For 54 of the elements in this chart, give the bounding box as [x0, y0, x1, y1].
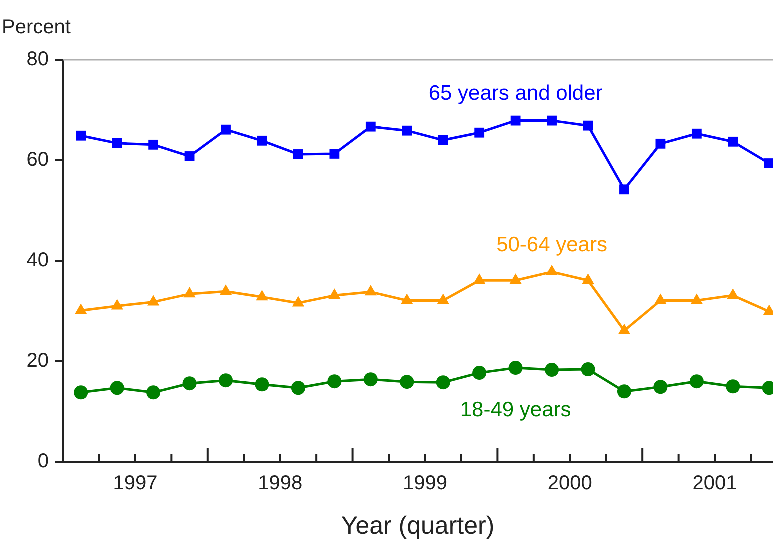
point — [656, 138, 666, 149]
y-tick-label: 80 — [26, 48, 49, 71]
point — [294, 150, 304, 160]
point — [328, 374, 342, 389]
point — [545, 363, 560, 378]
point — [255, 378, 270, 392]
point — [764, 158, 773, 168]
point — [74, 386, 88, 400]
x-tick-label: 2000 — [548, 472, 592, 495]
point — [474, 128, 485, 138]
point — [583, 120, 594, 131]
point — [110, 381, 124, 396]
point — [690, 374, 704, 389]
point — [219, 374, 234, 388]
point — [581, 362, 596, 377]
x-tick-label: 1999 — [402, 472, 448, 495]
point — [402, 126, 412, 136]
point — [112, 138, 122, 148]
point — [182, 376, 197, 391]
point — [184, 152, 195, 162]
x-axis-title: Year (quarter) — [341, 512, 495, 540]
y-tick-label: 40 — [26, 250, 49, 272]
point — [654, 380, 668, 394]
point — [436, 376, 450, 390]
point — [510, 116, 521, 126]
point — [472, 366, 487, 380]
point — [617, 384, 632, 399]
point — [364, 372, 378, 387]
point — [257, 136, 268, 146]
x-tick-label: 1997 — [113, 472, 158, 495]
y-tick-label: 20 — [26, 350, 49, 372]
point — [547, 116, 557, 126]
point — [438, 135, 448, 146]
point — [728, 136, 738, 147]
x-tick-label: 1998 — [258, 472, 303, 495]
point — [400, 375, 414, 390]
point — [148, 140, 159, 150]
point — [620, 184, 630, 195]
series-label: 50-64 years — [496, 233, 608, 256]
y-axis-title: Percent — [2, 16, 72, 39]
x-tick-label: 2001 — [692, 472, 738, 495]
point — [726, 380, 740, 394]
series-label: 65 years and older — [428, 82, 603, 106]
y-tick-label: 0 — [38, 450, 49, 473]
point — [291, 381, 306, 396]
point — [221, 124, 231, 135]
point — [330, 149, 340, 159]
point — [508, 361, 523, 376]
y-tick-label: 60 — [26, 149, 49, 172]
series-label: 18-49 years — [460, 398, 572, 422]
point — [366, 122, 376, 132]
point — [146, 386, 161, 400]
point — [692, 128, 702, 139]
point — [76, 130, 86, 141]
